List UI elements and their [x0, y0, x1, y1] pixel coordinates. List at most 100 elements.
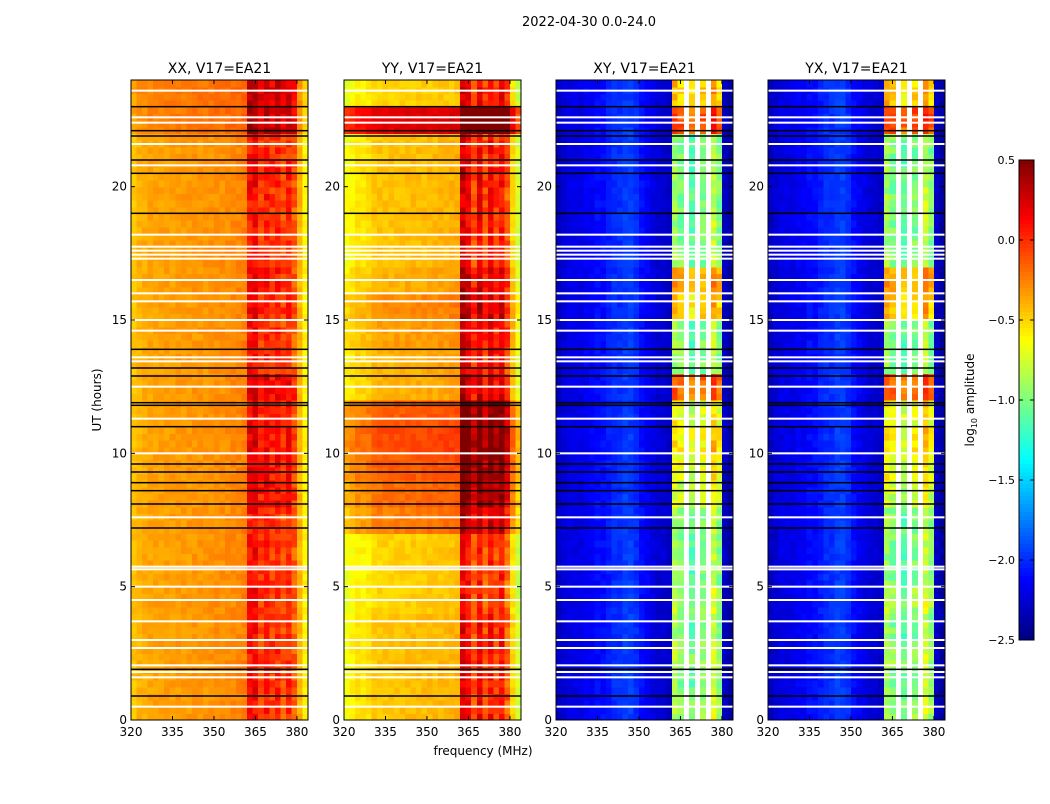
heatmap-cell: [280, 453, 286, 460]
heatmap-cell: [438, 453, 444, 460]
heatmap-cell: [164, 640, 170, 647]
heatmap-cell: [153, 547, 159, 554]
heatmap-cell: [455, 707, 461, 714]
heatmap-cell: [499, 520, 505, 527]
heatmap-cell: [231, 467, 237, 474]
heatmap-cell: [361, 687, 367, 694]
heatmap-cell: [175, 280, 181, 287]
heatmap-cell: [175, 267, 181, 274]
heatmap-cell: [197, 473, 203, 480]
heatmap-cell: [460, 400, 466, 407]
heatmap-cell: [192, 347, 198, 354]
heatmap-cell: [159, 133, 165, 140]
heatmap-cell: [399, 427, 405, 434]
heatmap-cell: [291, 687, 297, 694]
heatmap-cell: [416, 427, 422, 434]
heatmap-cell: [280, 147, 286, 154]
heatmap-cell: [142, 107, 148, 114]
heatmap-cell: [493, 400, 499, 407]
heatmap-cell: [197, 533, 203, 540]
heatmap-cell: [286, 507, 292, 514]
heatmap-cell: [247, 93, 253, 100]
heatmap-cell: [131, 407, 137, 414]
heatmap-cell: [192, 607, 198, 614]
heatmap-cell: [208, 400, 214, 407]
heatmap-cell: [131, 613, 137, 620]
heatmap-cell: [455, 687, 461, 694]
heatmap-cell: [231, 347, 237, 354]
heatmap-cell: [164, 320, 170, 327]
heatmap-cell: [131, 480, 137, 487]
heatmap-cell: [242, 387, 248, 394]
heatmap-cell: [510, 387, 516, 394]
heatmap-cell: [269, 687, 275, 694]
heatmap-cell: [372, 640, 378, 647]
heatmap-cell: [366, 333, 372, 340]
heatmap-cell: [482, 427, 488, 434]
heatmap-cell: [493, 393, 499, 400]
heatmap-cell: [477, 553, 483, 560]
heatmap-cell: [269, 640, 275, 647]
heatmap-cell: [242, 260, 248, 267]
heatmap-cell: [181, 200, 187, 207]
heatmap-cell: [220, 407, 226, 414]
heatmap-cell: [510, 400, 516, 407]
heatmap-cell: [377, 547, 383, 554]
heatmap-cell: [297, 587, 303, 594]
heatmap-cell: [275, 707, 281, 714]
heatmap-cell: [186, 193, 192, 200]
heatmap-cell: [291, 407, 297, 414]
heatmap-cell: [153, 307, 159, 314]
heatmap-cell: [286, 693, 292, 700]
heatmap-cell: [286, 293, 292, 300]
heatmap-cell: [416, 400, 422, 407]
heatmap-cell: [236, 347, 242, 354]
heatmap-cell: [153, 467, 159, 474]
heatmap-cell: [499, 547, 505, 554]
heatmap-cell: [142, 93, 148, 100]
heatmap-cell: [410, 553, 416, 560]
heatmap-cell: [488, 467, 494, 474]
heatmap-cell: [383, 333, 389, 340]
heatmap-cell: [410, 653, 416, 660]
heatmap-cell: [275, 453, 281, 460]
heatmap-cell: [192, 427, 198, 434]
heatmap-cell: [225, 260, 231, 267]
heatmap-cell: [344, 340, 350, 347]
heatmap-cell: [197, 227, 203, 234]
heatmap-cell: [148, 173, 154, 180]
heatmap-cell: [186, 573, 192, 580]
heatmap-cell: [433, 553, 439, 560]
heatmap-cell: [372, 387, 378, 394]
heatmap-cell: [247, 193, 253, 200]
heatmap-cell: [231, 133, 237, 140]
heatmap-cell: [203, 427, 209, 434]
heatmap-cell: [355, 480, 361, 487]
heatmap-cell: [466, 393, 472, 400]
flagged-row-black: [131, 106, 308, 108]
heatmap-cell: [499, 540, 505, 547]
heatmap-cell: [438, 613, 444, 620]
heatmap-cell: [269, 213, 275, 220]
heatmap-cell: [510, 587, 516, 594]
heatmap-cell: [477, 340, 483, 347]
heatmap-cell: [280, 587, 286, 594]
heatmap-cell: [258, 493, 264, 500]
heatmap-cell: [455, 607, 461, 614]
heatmap-cell: [416, 493, 422, 500]
heatmap-cell: [344, 433, 350, 440]
heatmap-cell: [175, 693, 181, 700]
heatmap-cell: [394, 687, 400, 694]
heatmap-cell: [297, 280, 303, 287]
heatmap-cell: [197, 680, 203, 687]
heatmap-cell: [131, 213, 137, 220]
heatmap-cell: [355, 493, 361, 500]
heatmap-cell: [197, 200, 203, 207]
heatmap-cell: [499, 687, 505, 694]
heatmap-cell: [186, 453, 192, 460]
heatmap-cell: [253, 433, 259, 440]
heatmap-cell: [208, 107, 214, 114]
heatmap-cell: [181, 107, 187, 114]
heatmap-cell: [131, 453, 137, 460]
heatmap-cell: [253, 480, 259, 487]
